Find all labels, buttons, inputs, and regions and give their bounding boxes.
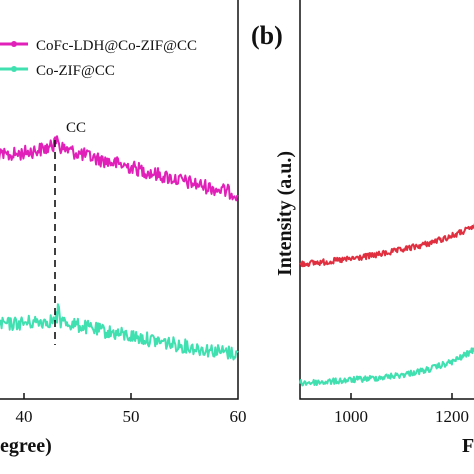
series-0-line: [299, 223, 474, 268]
x-axis-title-b: F: [462, 435, 474, 457]
x-tick-label-1000: 1000: [334, 407, 368, 426]
x-tick-label-1200: 1200: [435, 407, 469, 426]
cofc-ldh-co-zif-cc-line: [0, 135, 239, 202]
legend: CoFc-LDH@Co-ZIF@CC Co-ZIF@CC: [0, 38, 197, 79]
legend-label-cofc: CoFc-LDH@Co-ZIF@CC: [36, 38, 197, 54]
panel-b-label: (b): [251, 21, 283, 50]
cc-annotation: CC: [66, 120, 86, 136]
y-axis-title-b: Intensity (a.u.): [274, 151, 296, 276]
legend-marker-cozif: [11, 66, 17, 72]
panel-a-frame: [0, 0, 239, 400]
panel-b-frame: [299, 0, 474, 400]
panel-a-series: [0, 135, 239, 361]
co-zif-cc-line: [0, 303, 239, 361]
legend-marker-cofc: [11, 41, 17, 47]
x-axis-title-a: egree): [0, 435, 52, 457]
panel-b-series: [299, 223, 474, 387]
panel-b: (b) Intensity (a.u.) 1000 1200 F: [251, 0, 474, 457]
legend-label-cozif: Co-ZIF@CC: [36, 63, 115, 79]
x-tick-label-60: 60: [230, 407, 247, 426]
x-tick-label-40: 40: [16, 407, 33, 426]
panel-a: CC CoFc-LDH@Co-ZIF@CC Co-ZIF@CC 40 50 60…: [0, 0, 247, 457]
x-tick-label-50: 50: [123, 407, 140, 426]
series-1-line: [299, 347, 474, 387]
